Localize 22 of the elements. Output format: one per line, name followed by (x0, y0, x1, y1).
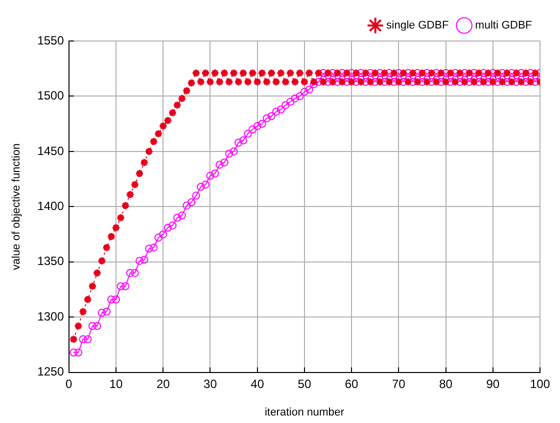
y-tick-label: 1250 (37, 364, 64, 379)
x-tick-label: 10 (109, 376, 123, 391)
y-tick-label: 1400 (37, 199, 64, 214)
x-tick-label: 0 (66, 376, 73, 391)
y-axis-title: value of objective function (10, 143, 23, 270)
legend-label: single GDBF (386, 20, 449, 32)
x-tick-label: 30 (204, 376, 218, 391)
y-tick-label: 1300 (37, 309, 64, 324)
legend-label: multi GDBF (475, 20, 532, 32)
x-tick-label: 60 (344, 376, 359, 391)
y-tick-label: 1350 (37, 254, 64, 268)
x-tick-label: 40 (250, 376, 264, 391)
x-tick-label: 100 (530, 376, 550, 391)
x-tick-label: 90 (486, 376, 500, 391)
y-tick-label: 1500 (37, 88, 64, 103)
x-tick-label: 20 (156, 376, 170, 391)
x-tick-label: 50 (298, 376, 312, 391)
x-tick-label: 70 (392, 376, 406, 391)
y-tick-label: 1550 (37, 33, 64, 48)
x-axis-title: iteration number (264, 406, 345, 418)
x-tick-label: 80 (439, 376, 453, 391)
y-tick-label: 1450 (37, 144, 64, 158)
